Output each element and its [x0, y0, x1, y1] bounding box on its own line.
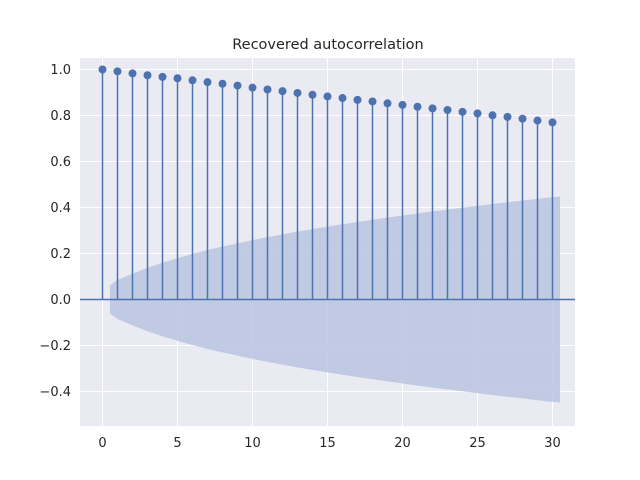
y-tick-label: −0.2	[39, 339, 71, 354]
stem-marker-30	[548, 118, 557, 127]
x-axis-ticks: 0 5 10 15 20 25 30	[98, 436, 560, 451]
chart-title: Recovered autocorrelation	[232, 37, 424, 53]
stem-marker-20	[398, 100, 407, 109]
y-axis-ticks: −0.4 −0.2 0.0 0.2 0.4 0.6 0.8 1.0	[39, 63, 71, 400]
stem-marker-8	[218, 79, 227, 88]
stem-marker-16	[338, 94, 347, 103]
x-tick-label: 5	[173, 436, 181, 451]
stem-marker-14	[308, 90, 317, 99]
stem-marker-4	[158, 72, 167, 81]
stem-marker-10	[248, 83, 257, 92]
x-tick-label: 0	[98, 436, 106, 451]
y-tick-label: 0.6	[50, 155, 71, 170]
x-tick-label: 20	[394, 436, 411, 451]
stem-marker-3	[143, 71, 152, 80]
stem-marker-7	[203, 78, 212, 87]
stem-marker-1	[113, 67, 122, 76]
y-tick-label: 0.8	[50, 109, 71, 124]
stem-marker-9	[233, 81, 242, 90]
stem-marker-23	[443, 105, 452, 114]
y-tick-label: 0.0	[50, 293, 71, 308]
stem-marker-2	[128, 69, 137, 78]
x-tick-label: 15	[319, 436, 336, 451]
stem-marker-19	[383, 99, 392, 108]
stem-marker-15	[323, 92, 332, 101]
y-tick-label: 1.0	[50, 63, 71, 78]
stem-marker-6	[188, 76, 197, 85]
stem-marker-5	[173, 74, 182, 83]
stem-marker-12	[278, 87, 287, 96]
stem-marker-21	[413, 102, 422, 111]
stem-marker-26	[488, 111, 497, 120]
stem-marker-17	[353, 95, 362, 104]
stem-marker-27	[503, 112, 512, 121]
stem-marker-24	[458, 107, 467, 116]
stem-series	[98, 65, 557, 300]
x-tick-label: 30	[544, 436, 561, 451]
x-tick-label: 25	[469, 436, 486, 451]
y-tick-label: −0.4	[39, 385, 71, 400]
stem-marker-25	[473, 109, 482, 118]
y-tick-label: 0.4	[50, 201, 71, 216]
stem-marker-18	[368, 97, 377, 106]
stem-marker-11	[263, 85, 272, 94]
stem-marker-28	[518, 114, 527, 123]
stem-marker-22	[428, 104, 437, 113]
stem-marker-29	[533, 116, 542, 125]
stem-marker-0	[98, 65, 107, 74]
y-tick-label: 0.2	[50, 247, 71, 262]
stem-marker-13	[293, 88, 302, 97]
x-tick-label: 10	[244, 436, 261, 451]
